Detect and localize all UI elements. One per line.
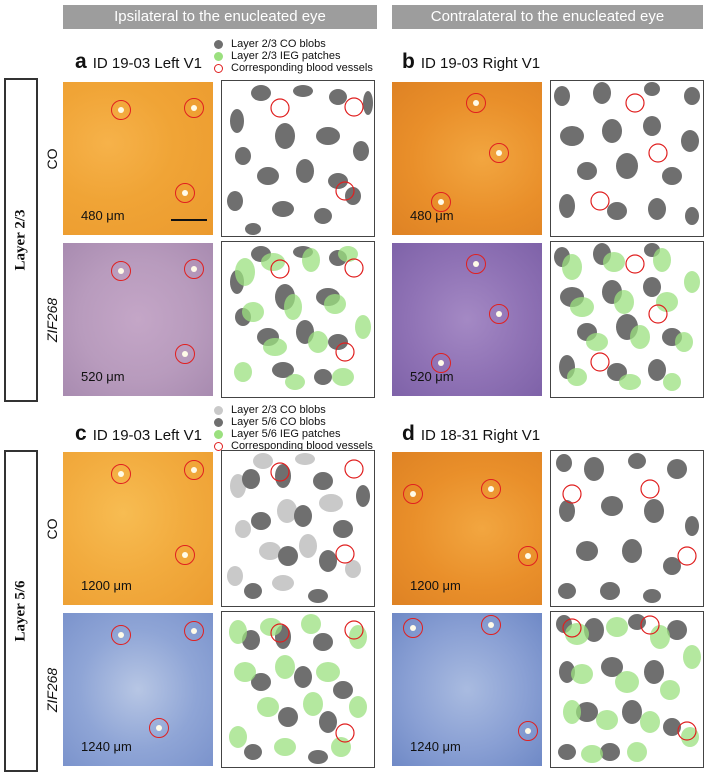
legend-item: Layer 2/3 IEG patches — [214, 50, 373, 62]
photo-d-zif: 1240 μm — [392, 613, 542, 766]
legend-ring-icon — [214, 63, 223, 73]
stain-label-co-top: CO — [44, 148, 60, 169]
legend-item: Layer 2/3 CO blobs — [214, 38, 373, 50]
blob-map — [227, 85, 373, 235]
panel-title-b: b ID 19-03 Right V1 — [402, 50, 541, 73]
photo-d-co: 1200 μm — [392, 452, 542, 605]
vessel-circle — [431, 353, 451, 373]
blob-map — [556, 614, 701, 763]
depth-label: 480 μm — [410, 208, 454, 223]
map-c-co — [221, 450, 375, 607]
vessel-circle — [175, 545, 195, 565]
vessel-circle — [111, 261, 131, 281]
blob-map — [229, 614, 367, 764]
depth-label: 480 μm — [81, 208, 125, 223]
panel-title-d: d ID 18-31 Right V1 — [402, 422, 541, 445]
vessel-circle — [403, 484, 423, 504]
vessel-circle — [175, 344, 195, 364]
blob-map — [230, 246, 371, 390]
photo-c-zif: 1240 μm — [63, 613, 213, 766]
blob-map — [554, 82, 700, 225]
vessel-circle — [431, 192, 451, 212]
row-label-layer-2-3: Layer 2/3 — [4, 78, 38, 402]
vessel-circle — [481, 615, 501, 635]
stain-label-co-bottom: CO — [44, 518, 60, 539]
vessel-circle — [175, 183, 195, 203]
legend-swatch — [214, 39, 223, 49]
map-c-zif — [221, 611, 375, 768]
vessel-circle — [184, 460, 204, 480]
map-d-zif — [550, 611, 704, 768]
depth-label: 1200 μm — [410, 578, 461, 593]
depth-label: 1240 μm — [410, 739, 461, 754]
vessel-circle — [184, 98, 204, 118]
legend-top: Layer 2/3 CO blobs Layer 2/3 IEG patches… — [214, 38, 373, 74]
legend-swatch — [214, 429, 223, 439]
vessel-circle — [466, 254, 486, 274]
photo-b-zif: 520 μm — [392, 243, 542, 396]
vessel-circle — [149, 718, 169, 738]
vessel-circle — [481, 479, 501, 499]
row-label-layer-5-6: Layer 5/6 — [4, 450, 38, 772]
map-b-co — [550, 80, 704, 237]
map-a-zif — [221, 241, 375, 398]
vessel-circle — [184, 259, 204, 279]
blob-map — [556, 453, 699, 603]
header-contralateral: Contralateral to the enucleated eye — [392, 5, 703, 29]
photo-a-co: 480 μm — [63, 82, 213, 235]
legend-item: Corresponding blood vessels — [214, 62, 373, 74]
vessel-circle — [518, 721, 538, 741]
vessel-circle — [489, 304, 509, 324]
depth-label: 520 μm — [410, 369, 454, 384]
legend-ring-icon — [214, 441, 223, 451]
depth-label: 1200 μm — [81, 578, 132, 593]
legend-item: Layer 5/6 CO blobs — [214, 416, 373, 428]
vessel-circle — [111, 464, 131, 484]
vessel-circle — [466, 93, 486, 113]
scale-bar — [171, 219, 207, 221]
vessel-circle — [403, 618, 423, 638]
panel-title-c: c ID 19-03 Left V1 — [75, 422, 202, 445]
header-ipsilateral: Ipsilateral to the enucleated eye — [63, 5, 377, 29]
stain-label-zif-top: ZIF268 — [44, 297, 60, 342]
vessel-circle — [111, 625, 131, 645]
legend-swatch — [214, 405, 223, 415]
legend-bottom: Layer 2/3 CO blobs Layer 5/6 CO blobs La… — [214, 404, 373, 452]
map-b-zif — [550, 241, 704, 398]
legend-item: Layer 5/6 IEG patches — [214, 428, 373, 440]
photo-b-co: 480 μm — [392, 82, 542, 235]
vessel-circle — [184, 621, 204, 641]
legend-swatch — [214, 51, 223, 61]
vessel-circle — [518, 546, 538, 566]
depth-label: 520 μm — [81, 369, 125, 384]
map-d-co — [550, 450, 704, 607]
blob-map — [554, 243, 700, 391]
stain-label-zif-bottom: ZIF268 — [44, 667, 60, 712]
photo-a-zif: 520 μm — [63, 243, 213, 396]
legend-item: Corresponding blood vessels — [214, 440, 373, 452]
blob-map — [227, 453, 370, 603]
photo-c-co: 1200 μm — [63, 452, 213, 605]
depth-label: 1240 μm — [81, 739, 132, 754]
map-a-co — [221, 80, 375, 237]
vessel-circle — [111, 100, 131, 120]
vessel-circle — [489, 143, 509, 163]
legend-item: Layer 2/3 CO blobs — [214, 404, 373, 416]
legend-swatch — [214, 417, 223, 427]
panel-title-a: a ID 19-03 Left V1 — [75, 50, 202, 73]
